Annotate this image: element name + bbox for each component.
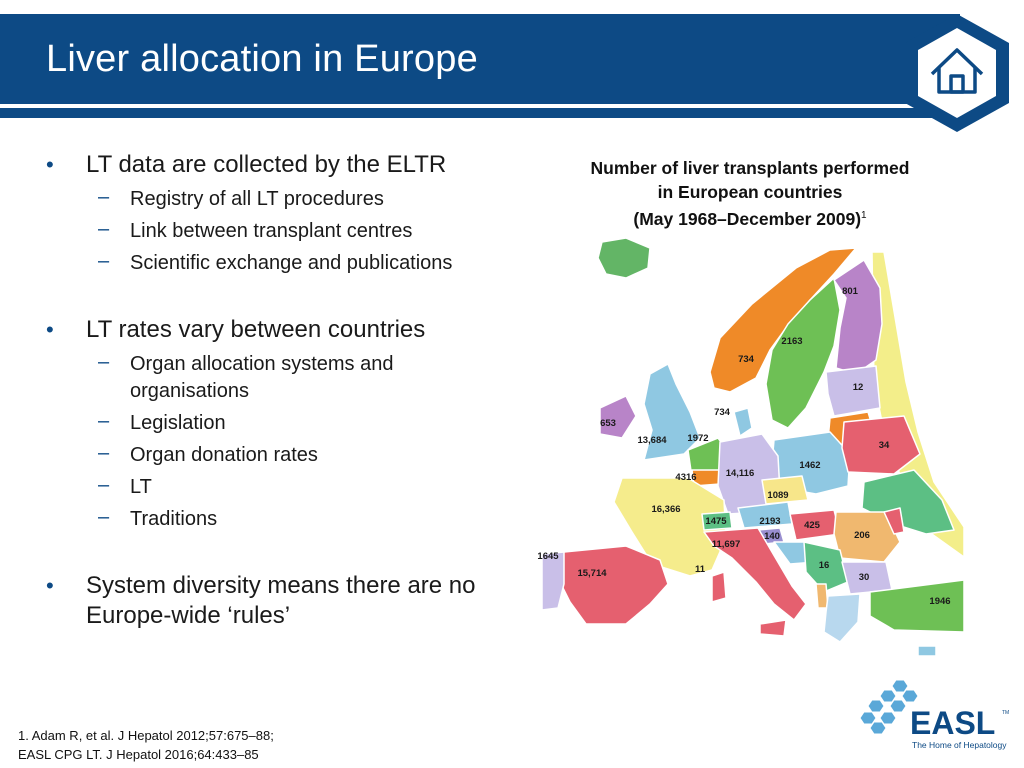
spain-region: [557, 545, 669, 625]
map-count-label: 653: [600, 418, 616, 429]
sub-bullet-item: – Organ allocation systems and organisati…: [98, 351, 394, 402]
map-title: Number of liver transplants performed in…: [590, 158, 910, 229]
sub-bullet-item: – Legislation: [98, 410, 226, 434]
title-bar: [0, 14, 960, 104]
map-count-label: 2193: [759, 516, 780, 527]
map-count-label: 1972: [687, 433, 708, 444]
baltic-region: [825, 365, 881, 417]
norway-region: [709, 247, 857, 393]
sub-bullet-item: – Link between transplant centres: [98, 218, 413, 242]
serbia-region: [803, 541, 849, 593]
sub-bullet-item: – Organ donation rates: [98, 442, 318, 466]
sub-bullet-list: – Organ allocation systems and organisati…: [46, 351, 516, 533]
france-region: [613, 477, 727, 577]
map-count-label: 425: [804, 520, 821, 531]
map-count-label: 11,697: [712, 539, 741, 550]
bullet-text: System diversity means there are no Euro…: [86, 572, 476, 629]
footnote-line: 1. Adam R, et al. J Hepatol 2012;57:675–…: [18, 728, 274, 743]
bullet-marker: •: [46, 317, 54, 342]
map-count-label: 1645: [537, 551, 559, 562]
home-button[interactable]: [902, 12, 1012, 134]
footnote: 1. Adam R, et al. J Hepatol 2012;57:675–…: [18, 726, 274, 764]
ukraine-region: [841, 415, 921, 475]
sub-bullet-item: – Registry of all LT procedures: [98, 186, 384, 210]
bullet-item: • System diversity means there are no Eu…: [46, 571, 516, 631]
map-count-label: 206: [854, 530, 870, 541]
easl-tagline: The Home of Hepatology: [912, 740, 1007, 750]
home-icon: [930, 48, 984, 94]
title-underline: [0, 108, 950, 118]
italy-region: [703, 527, 807, 621]
bullet-text: LT data are collected by the ELTR: [86, 151, 447, 178]
bullet-marker: •: [46, 573, 54, 598]
slide-title: Liver allocation in Europe: [46, 38, 478, 80]
trademark: TM: [1002, 710, 1009, 716]
bullet-item: • LT data are collected by the ELTR: [46, 150, 516, 180]
map-count-label: 4316: [675, 472, 696, 483]
sicily-region: [759, 619, 787, 637]
map-count-label: 2163: [781, 336, 802, 347]
map-count-label: 1462: [799, 460, 820, 471]
greece-region: [823, 593, 861, 643]
map-count-label: 11: [695, 564, 706, 575]
map-count-label: 1089: [767, 490, 788, 501]
portugal-region: [541, 551, 565, 611]
map-count-label: 140: [764, 531, 780, 542]
moldova-region: [883, 507, 905, 535]
ireland-region: [599, 395, 637, 439]
map-count-label: 1475: [705, 516, 727, 527]
easl-hexagon-mark: [860, 679, 919, 735]
reference-marker: 1: [861, 210, 867, 221]
switzerland-region: [701, 511, 733, 531]
map-count-label: 30: [859, 572, 870, 583]
map-count-label: 14,116: [726, 468, 755, 479]
cyprus-region: [917, 645, 937, 657]
footnote-line: EASL CPG LT. J Hepatol 2016;64:433–85: [18, 747, 259, 762]
uk-region: [643, 363, 701, 461]
turkey-region: [869, 579, 964, 633]
sub-bullet-item: – Scientific exchange and publications: [98, 250, 453, 274]
map-count-label: 801: [842, 286, 859, 297]
map-count-label: 34: [879, 440, 890, 451]
map-count-label: 734: [738, 354, 755, 365]
bullet-text: LT rates vary between countries: [86, 316, 426, 343]
map-count-label: 12: [853, 382, 864, 393]
easl-wordmark: EASL: [910, 705, 995, 741]
bullet-item: • LT rates vary between countries: [46, 315, 516, 345]
sub-bullet-item: – Traditions: [98, 506, 218, 530]
bullet-list: • LT data are collected by the ELTR – Reg…: [46, 150, 516, 637]
europe-map: 801 2163 734 12 653 734 13,684 34 1972 1…: [537, 237, 964, 657]
map-count-label: 16,366: [651, 504, 680, 515]
denmark-region: [733, 407, 753, 437]
map-count-label: 1946: [929, 596, 950, 607]
iceland-region: [597, 237, 651, 279]
czech-region: [761, 475, 809, 505]
map-count-label: 734: [714, 407, 731, 418]
sub-bullet-list: – Registry of all LT procedures – Link bet…: [46, 186, 516, 277]
sweden-region: [765, 277, 841, 429]
map-count-label: 16: [819, 560, 830, 571]
sardinia-region: [711, 571, 727, 603]
map-count-label: 15,714: [577, 568, 607, 579]
bullet-marker: •: [46, 152, 54, 177]
sub-bullet-item: – LT: [98, 474, 152, 498]
map-count-label: 13,684: [637, 435, 667, 446]
easl-logo: EASL TM The Home of Hepatology: [860, 679, 1009, 750]
